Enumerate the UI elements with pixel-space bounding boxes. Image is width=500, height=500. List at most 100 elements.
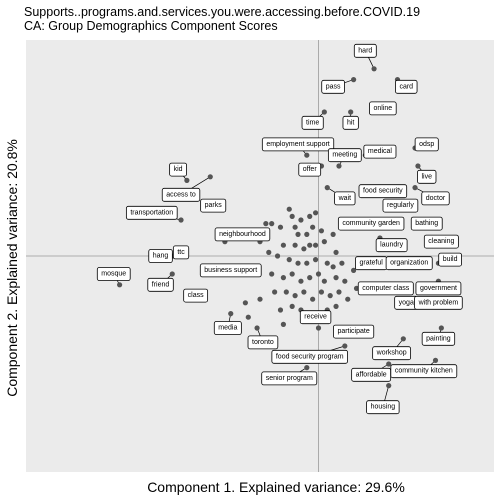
point-label: with problem	[414, 295, 463, 310]
point-label-text: business support	[204, 267, 257, 274]
data-point	[348, 109, 354, 115]
point-label-box	[382, 198, 419, 213]
point-label-box	[321, 79, 345, 94]
point-label-box	[414, 137, 439, 152]
data-point	[269, 271, 275, 277]
point-label-box	[96, 267, 131, 281]
data-point	[321, 278, 327, 284]
data-point	[310, 296, 316, 302]
data-point	[315, 271, 322, 277]
point-label: laundry	[375, 238, 408, 253]
data-point	[310, 224, 316, 230]
point-label: transportation	[125, 205, 178, 220]
point-label-text: meeting	[332, 152, 357, 159]
data-point	[333, 249, 339, 255]
data-point	[386, 383, 392, 389]
point-label: toronto	[247, 335, 279, 350]
point-label-box	[342, 115, 359, 130]
data-point	[351, 77, 357, 83]
point-label-text: grateful	[359, 260, 383, 267]
point-label-box	[375, 238, 408, 253]
data-point	[295, 231, 301, 237]
data-point	[298, 278, 304, 284]
point-label: medical	[363, 144, 397, 159]
point-label-box	[261, 371, 318, 386]
point-label-box	[334, 191, 356, 206]
point-label-box	[372, 346, 412, 361]
point-label: painting	[421, 331, 456, 346]
point-label-text: parks	[205, 202, 223, 209]
point-label-box	[395, 79, 418, 94]
data-point	[321, 239, 327, 245]
point-label-box	[366, 400, 400, 415]
point-label: receive	[299, 310, 332, 325]
data-point	[400, 336, 406, 342]
point-label: community kitchen	[390, 364, 458, 379]
x-axis-title: Component 1. Explained variance: 29.6%	[147, 479, 405, 495]
point-label-box	[213, 321, 242, 335]
point-label: meeting	[327, 148, 362, 163]
point-label-text: odsp	[419, 141, 434, 148]
point-label-box	[414, 295, 463, 310]
point-label: mosque	[96, 267, 131, 281]
data-point	[312, 210, 319, 216]
point-label-box	[169, 162, 187, 177]
point-label: food security program	[271, 349, 348, 364]
data-point	[242, 300, 248, 306]
data-point	[353, 285, 360, 291]
point-label-text: laundry	[380, 242, 403, 249]
point-label-text: senior program	[266, 375, 313, 382]
point-label-text: housing	[371, 404, 396, 411]
data-point	[351, 267, 357, 273]
point-label-box	[161, 187, 201, 202]
data-point	[280, 242, 286, 248]
point-label: regularly	[382, 198, 419, 213]
point-label-text: organization	[390, 260, 428, 267]
data-point	[304, 260, 310, 266]
data-point	[415, 163, 421, 169]
point-label: workshop	[372, 346, 412, 361]
point-label-box	[417, 169, 437, 184]
point-label-box	[369, 101, 397, 116]
data-point	[277, 224, 284, 230]
data-point	[289, 303, 295, 309]
point-label: class	[183, 288, 209, 303]
point-label-text: offer	[303, 166, 318, 173]
point-label-box	[271, 349, 348, 364]
data-point	[280, 321, 286, 327]
data-point	[333, 275, 339, 281]
data-point	[318, 228, 325, 234]
point-label: senior program	[261, 371, 318, 386]
point-label: neighbourhood	[214, 227, 271, 242]
data-point	[266, 249, 272, 255]
point-label-box	[200, 198, 227, 213]
point-label-text: live	[421, 173, 432, 180]
point-label-text: bathing	[415, 220, 438, 227]
data-point	[342, 343, 348, 349]
data-point	[245, 314, 251, 320]
point-label: time	[301, 115, 324, 130]
point-label-text: with problem	[418, 299, 459, 306]
point-label: access to	[161, 187, 201, 202]
point-label: pass	[321, 79, 345, 94]
point-label: build	[438, 252, 462, 267]
data-point	[280, 275, 286, 281]
point-label-text: employment support	[266, 141, 329, 148]
point-label: participate	[333, 324, 375, 339]
data-point	[307, 275, 313, 281]
data-point	[272, 289, 278, 295]
data-point	[327, 293, 333, 299]
data-point	[324, 185, 330, 191]
point-label-text: media	[218, 325, 237, 332]
point-label-text: food security program	[276, 353, 344, 360]
data-point	[307, 242, 313, 248]
data-point	[269, 221, 275, 227]
point-label-box	[261, 137, 335, 152]
point-label-text: yoga	[399, 299, 414, 306]
data-point	[304, 152, 310, 158]
point-label-box	[199, 263, 262, 278]
point-label-text: toronto	[252, 339, 274, 346]
data-point	[298, 217, 304, 223]
data-point	[312, 257, 319, 263]
data-point	[336, 289, 342, 295]
